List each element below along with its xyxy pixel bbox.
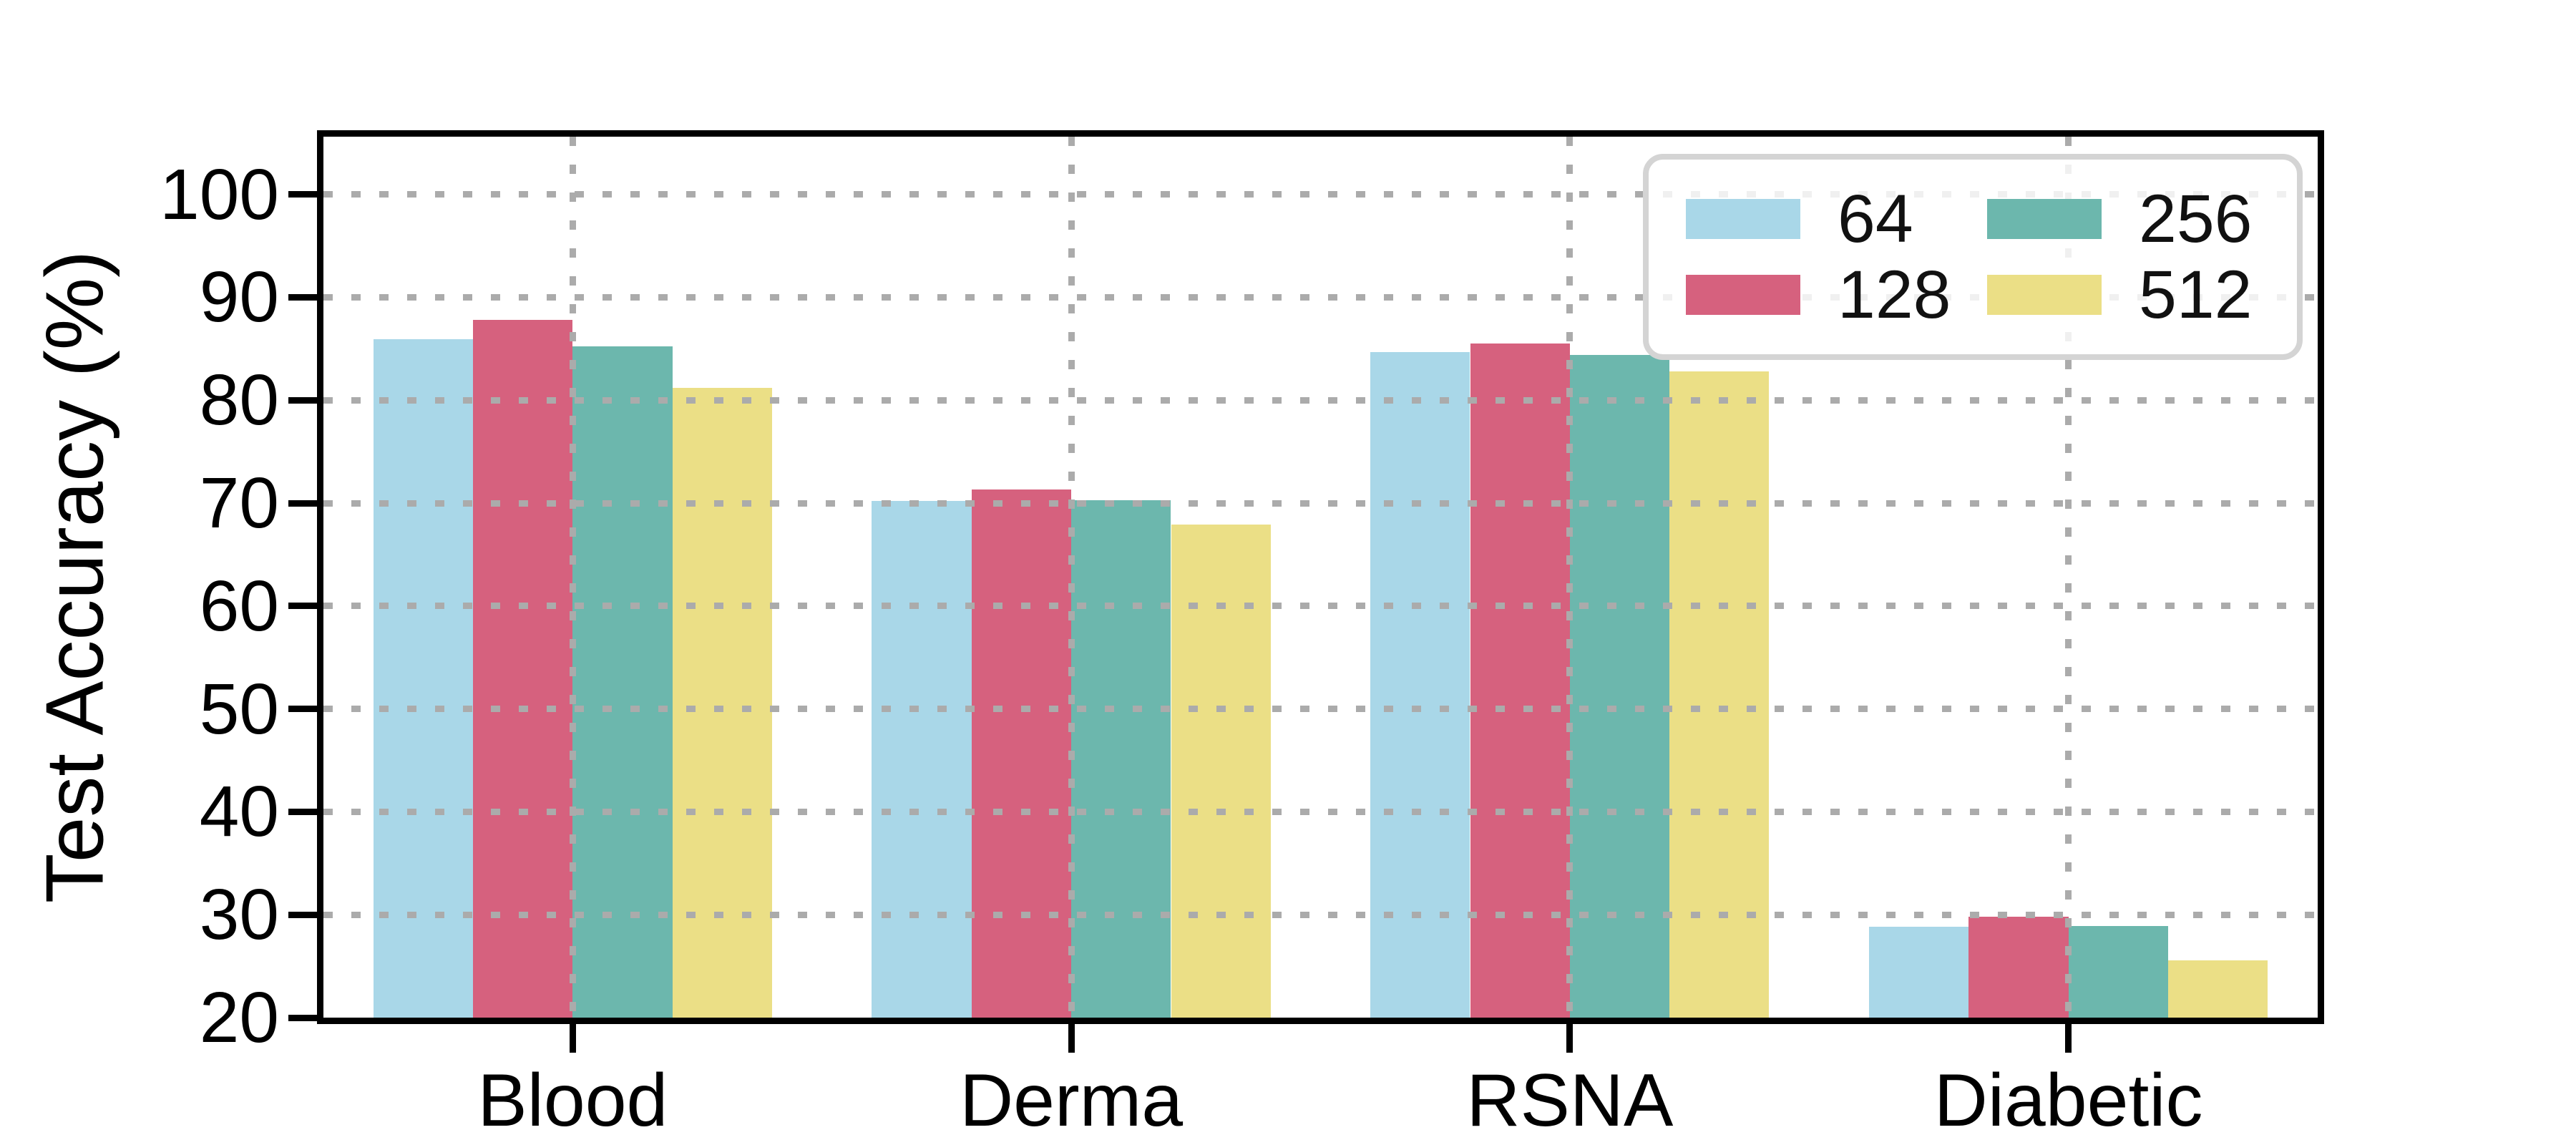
bar-derma-256 — [1071, 500, 1171, 1018]
y-tick-mark — [288, 1014, 317, 1021]
bar-blood-128 — [473, 320, 573, 1018]
bar-derma-128 — [971, 489, 1072, 1018]
y-tick-label: 100 — [160, 154, 279, 235]
y-tick-label: 50 — [199, 668, 279, 749]
y-tick-mark — [288, 293, 317, 301]
bar-blood-64 — [373, 339, 473, 1018]
y-tick-label: 30 — [199, 874, 279, 955]
grid-line-h — [323, 293, 2318, 301]
y-tick-label: 90 — [199, 257, 279, 338]
y-tick-mark — [288, 808, 317, 815]
bar-rsna-256 — [1569, 354, 1670, 1018]
legend-swatch — [1686, 199, 1800, 239]
bar-rsna-64 — [1370, 351, 1470, 1018]
y-tick-mark — [288, 911, 317, 918]
legend-swatch — [1987, 199, 2102, 239]
y-tick-label: 20 — [199, 978, 279, 1058]
grid-line-h — [323, 191, 2318, 198]
bar-blood-512 — [672, 387, 772, 1018]
x-tick-label: RSNA — [1466, 1059, 1674, 1142]
legend-item: 128 — [1686, 257, 1958, 333]
bar-rsna-128 — [1470, 344, 1570, 1018]
legend-item: 64 — [1686, 181, 1958, 257]
bar-blood-256 — [572, 346, 673, 1018]
legend-item-label: 64 — [1838, 180, 1913, 257]
grid-line-v — [2065, 137, 2072, 1018]
grid-line-h — [323, 500, 2318, 507]
y-tick-label: 40 — [199, 771, 279, 852]
x-tick-mark — [569, 1024, 576, 1053]
bar-diabetic-256 — [2068, 926, 2168, 1018]
bar-diabetic-128 — [1968, 917, 2069, 1018]
legend-item: 256 — [1987, 181, 2260, 257]
x-tick-mark — [1068, 1024, 1075, 1053]
y-tick-label: 70 — [199, 463, 279, 543]
bar-rsna-512 — [1669, 371, 1770, 1018]
legend-swatch — [1686, 275, 1800, 315]
grid-line-v — [1566, 137, 1574, 1018]
x-tick-label: Blood — [477, 1059, 668, 1142]
y-tick-mark — [288, 191, 317, 198]
grid-line-h — [323, 396, 2318, 404]
grid-line-v — [1068, 137, 1075, 1018]
y-tick-mark — [288, 706, 317, 713]
bar-derma-512 — [1171, 525, 1271, 1018]
x-tick-label: Diabetic — [1933, 1059, 2203, 1142]
grid-line-h — [323, 911, 2318, 918]
plot-area: 64 128 256 512 — [317, 130, 2324, 1024]
legend-item: 512 — [1987, 257, 2260, 333]
x-tick-label: Derma — [960, 1059, 1184, 1142]
x-tick-mark — [2065, 1024, 2072, 1053]
grid-line-v — [569, 137, 576, 1018]
grid-line-h — [323, 706, 2318, 713]
bar-diabetic-64 — [1868, 927, 1969, 1018]
bar-diabetic-512 — [2168, 960, 2268, 1018]
y-tick-mark — [288, 396, 317, 404]
y-tick-mark — [288, 603, 317, 610]
y-tick-label: 60 — [199, 565, 279, 646]
legend-swatch — [1987, 275, 2102, 315]
grid-line-h — [323, 603, 2318, 610]
grid-line-h — [323, 808, 2318, 815]
legend: 64 128 256 512 — [1643, 154, 2303, 360]
y-tick-mark — [288, 500, 317, 507]
bar-derma-64 — [872, 501, 972, 1018]
x-tick-mark — [1566, 1024, 1574, 1053]
y-tick-label: 80 — [199, 360, 279, 441]
legend-item-label: 256 — [2139, 180, 2253, 257]
legend-item-label: 128 — [1838, 256, 1951, 333]
legend-item-label: 512 — [2139, 256, 2253, 333]
